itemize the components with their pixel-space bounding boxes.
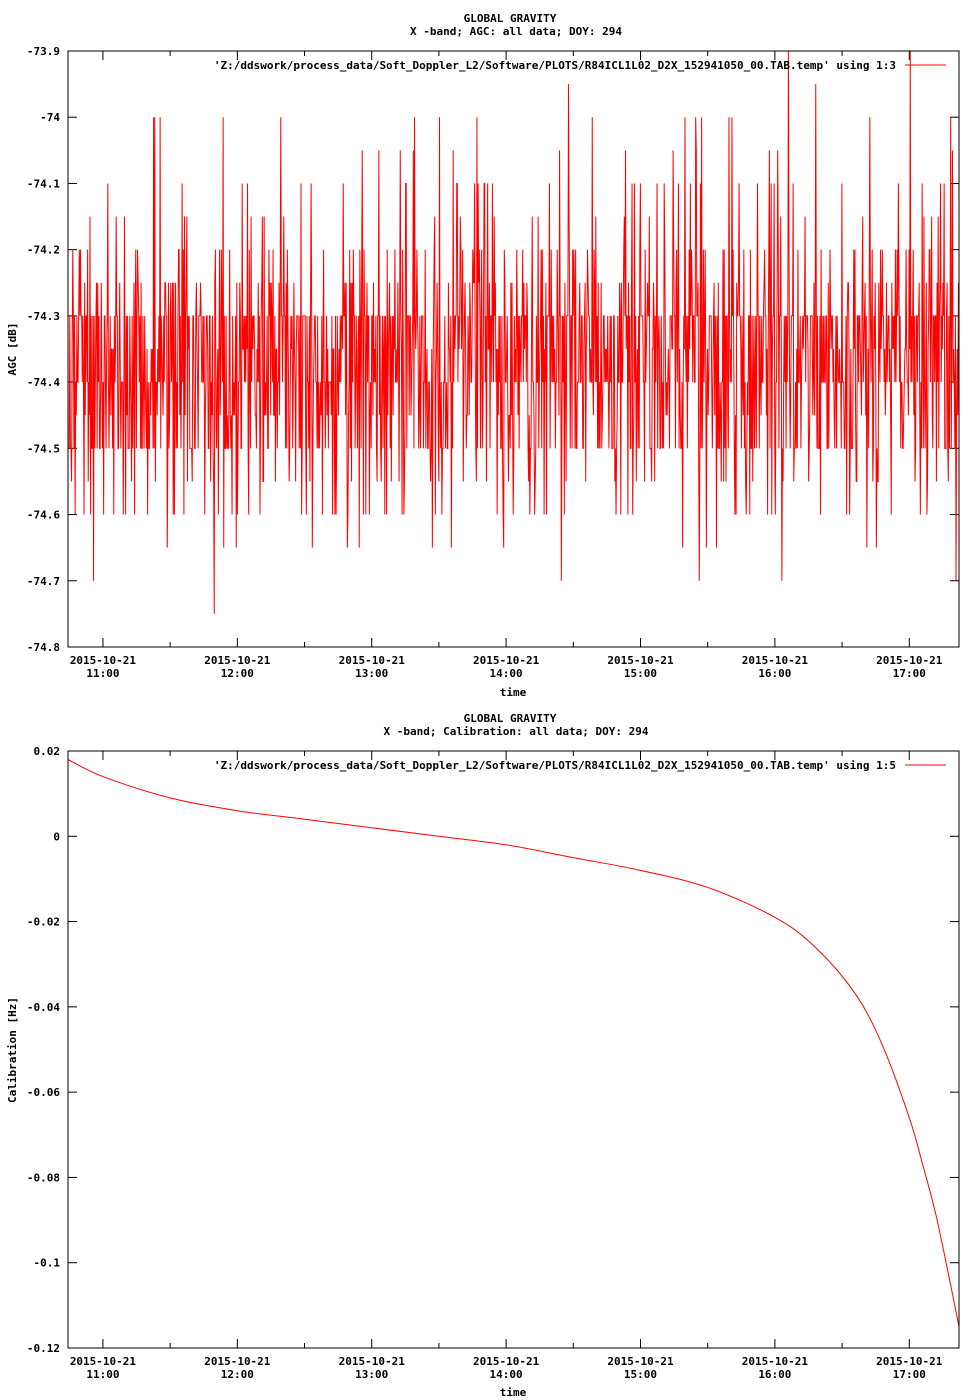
x-tick-date: 2015-10-21 (339, 654, 406, 667)
x-tick-date: 2015-10-21 (742, 654, 809, 667)
x-tick-time: 17:00 (893, 667, 926, 680)
x-tick-time: 14:00 (490, 1368, 523, 1381)
x-tick-date: 2015-10-21 (876, 654, 943, 667)
x-tick-date: 2015-10-21 (607, 654, 674, 667)
calibration-chart: GLOBAL GRAVITY X -band; Calibration: all… (6, 712, 960, 1399)
y-tick-labels: 0.02 0 -0.02 -0.04 -0.06 -0.08 -0.1 -0.12 (27, 745, 60, 1355)
chart-title: GLOBAL GRAVITY (464, 12, 557, 25)
series-layer (68, 50, 960, 614)
x-tick-labels: 2015-10-2111:002015-10-2112:002015-10-21… (70, 1355, 943, 1381)
x-tick-date: 2015-10-21 (339, 1355, 406, 1368)
y-tick-label: -73.9 (27, 45, 60, 58)
y-tick-label: -74.4 (27, 376, 60, 389)
series-layer (67, 759, 960, 1327)
calibration-series-line (67, 759, 960, 1327)
y-axis-label: AGC [dB] (6, 323, 19, 376)
axis-ticks (68, 750, 959, 1349)
chart-subtitle: X -band; Calibration: all data; DOY: 294 (384, 725, 649, 738)
x-tick-time: 16:00 (758, 1368, 791, 1381)
x-tick-time: 17:00 (893, 1368, 926, 1381)
x-tick-time: 13:00 (355, 1368, 388, 1381)
x-tick-date: 2015-10-21 (876, 1355, 943, 1368)
y-tick-label: 0.02 (34, 745, 61, 758)
x-tick-date: 2015-10-21 (204, 654, 271, 667)
y-tick-label: -74.2 (27, 244, 60, 257)
y-tick-labels: -73.9 -74 -74.1 -74.2 -74.3 -74.4 -74.5 -74.6 -7… (27, 45, 60, 654)
x-tick-time: 12:00 (221, 1368, 254, 1381)
y-tick-label: -0.08 (27, 1171, 60, 1184)
x-tick-date: 2015-10-21 (473, 654, 540, 667)
x-tick-date: 2015-10-21 (70, 654, 137, 667)
x-tick-time: 14:00 (490, 667, 523, 680)
y-tick-label: -0.06 (27, 1086, 60, 1099)
y-tick-label: -0.12 (27, 1342, 60, 1355)
y-tick-label: -74.3 (27, 310, 60, 323)
plot-frame (67, 50, 960, 648)
x-axis-label: time (500, 1386, 527, 1399)
y-tick-label: -0.02 (27, 916, 60, 929)
y-tick-label: -74.1 (27, 177, 60, 190)
x-tick-date: 2015-10-21 (473, 1355, 540, 1368)
x-tick-date: 2015-10-21 (204, 1355, 271, 1368)
y-tick-label: 0 (53, 830, 60, 843)
y-tick-label: -74 (40, 111, 60, 124)
x-tick-time: 15:00 (624, 667, 657, 680)
y-axis-label: Calibration [Hz] (6, 997, 19, 1103)
x-tick-time: 11:00 (86, 667, 119, 680)
y-tick-label: -74.6 (27, 509, 60, 522)
plot-frame (67, 750, 960, 1349)
y-tick-label: -0.04 (27, 1001, 60, 1014)
agc-chart: GLOBAL GRAVITY X -band; AGC: all data; D… (6, 12, 960, 699)
x-tick-time: 15:00 (624, 1368, 657, 1381)
x-axis-label: time (500, 686, 527, 699)
y-tick-label: -74.8 (27, 641, 60, 654)
x-tick-labels: 2015-10-2111:002015-10-2112:002015-10-21… (70, 654, 943, 680)
x-tick-date: 2015-10-21 (742, 1355, 809, 1368)
x-tick-time: 11:00 (86, 1368, 119, 1381)
x-tick-date: 2015-10-21 (607, 1355, 674, 1368)
x-tick-time: 16:00 (758, 667, 791, 680)
legend-label: 'Z:/ddswork/process_data/Soft_Doppler_L2… (214, 59, 896, 72)
legend-label: 'Z:/ddswork/process_data/Soft_Doppler_L2… (214, 759, 896, 772)
x-tick-time: 12:00 (221, 667, 254, 680)
chart-title: GLOBAL GRAVITY (464, 712, 557, 725)
chart-subtitle: X -band; AGC: all data; DOY: 294 (410, 25, 622, 38)
x-tick-date: 2015-10-21 (70, 1355, 137, 1368)
y-tick-label: -74.7 (27, 575, 60, 588)
y-tick-label: -74.5 (27, 442, 60, 455)
x-tick-time: 13:00 (355, 667, 388, 680)
agc-series-line (68, 50, 960, 614)
y-tick-label: -0.1 (34, 1257, 61, 1270)
